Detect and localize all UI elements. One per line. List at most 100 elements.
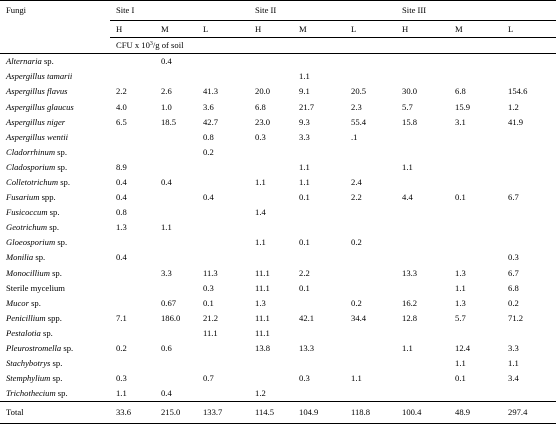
cfu-value: [197, 250, 249, 265]
cfu-value: [293, 145, 345, 160]
total-value: 215.0: [155, 401, 197, 425]
table-row: Trichothecium sp. 1.1 0.4 1.2: [0, 386, 556, 402]
cfu-value: [345, 205, 396, 220]
cfu-value: 1.2: [255, 388, 266, 399]
cfu-value: [293, 205, 345, 220]
cfu-value: 6.7: [508, 192, 519, 203]
cfu-value: [155, 190, 197, 205]
cfu-value: [155, 69, 197, 84]
cfu-value: [249, 190, 293, 205]
cfu-value: 15.9: [455, 101, 471, 112]
total-value: 114.5: [249, 401, 294, 425]
level-l-site1: L: [197, 20, 250, 38]
fungus-name: Penicillium spp.: [6, 312, 62, 323]
cfu-value: [249, 145, 293, 160]
unit-label: CFU x 103/g of soil: [110, 37, 556, 54]
cfu-value: [249, 54, 293, 70]
cfu-value: [293, 54, 345, 70]
fungus-name: Mucor sp.: [6, 297, 41, 308]
cfu-value: 6.8: [455, 86, 466, 97]
cfu-value: [396, 54, 449, 70]
cfu-value: [449, 386, 502, 402]
cfu-value: 0.7: [203, 373, 214, 384]
cfu-value: [197, 205, 249, 220]
cfu-value: 0.2: [203, 146, 214, 157]
table-row: Colletotrichum sp. 0.4 0.4 1.1 1.1 2.4: [0, 175, 556, 190]
table-row: Monilia sp. 0.4 0.3: [0, 250, 556, 265]
cfu-value: [345, 250, 396, 265]
total-value: 100.4: [396, 401, 450, 425]
cfu-value: 3.4: [508, 373, 519, 384]
cfu-value: 20.0: [255, 86, 271, 97]
cfu-value: [396, 145, 449, 160]
table-row: Stachybotrys sp. 1.1 1.1: [0, 356, 556, 371]
cfu-value: 0.1: [299, 282, 310, 293]
cfu-value: [449, 54, 502, 70]
cfu-value: 1.1: [116, 388, 127, 399]
cfu-value: 1.1: [455, 358, 466, 369]
cfu-value: 0.3: [299, 373, 310, 384]
cfu-value: [197, 175, 249, 190]
site-header-1: Site I: [110, 0, 250, 21]
fungus-name: Monilia sp.: [6, 252, 46, 263]
cfu-value: [502, 69, 556, 84]
cfu-value: 1.1: [351, 373, 362, 384]
cfu-value: 0.8: [203, 131, 214, 142]
cfu-value: [155, 371, 197, 386]
total-value: 104.9: [293, 401, 346, 425]
fungus-name: Pestalotia sp.: [6, 327, 53, 338]
cfu-value: [155, 250, 197, 265]
cfu-value: 1.1: [402, 343, 413, 354]
cfu-value: [449, 220, 502, 235]
table-row: Pestalotia sp. 11.1 11.1: [0, 326, 556, 341]
cfu-value: [293, 296, 345, 311]
fungus-name: Gloeosporium sp.: [6, 237, 68, 248]
fungus-name: Aspergillus niger: [6, 116, 66, 127]
cfu-value: 6.8: [508, 282, 519, 293]
cfu-value: [396, 175, 449, 190]
cfu-value: 2.2: [351, 192, 362, 203]
fungus-name: Colletotrichum sp.: [6, 177, 70, 187]
cfu-value: 71.2: [508, 312, 524, 323]
cfu-value: 5.7: [402, 101, 413, 112]
cfu-value: [396, 250, 449, 265]
cfu-value: [502, 129, 556, 144]
cfu-value: [293, 220, 345, 235]
cfu-value: 8.9: [116, 161, 127, 172]
cfu-value: 4.4: [402, 192, 413, 203]
cfu-value: 0.6: [161, 343, 172, 354]
cfu-value: 0.4: [161, 388, 172, 399]
cfu-value: [396, 235, 449, 250]
total-label: Total: [0, 401, 110, 425]
cfu-value: 1.4: [255, 207, 266, 218]
cfu-value: 0.3: [508, 252, 519, 263]
cfu-value: [155, 356, 197, 371]
cfu-value: 23.0: [255, 116, 271, 127]
cfu-value: [110, 265, 155, 280]
cfu-value: [110, 356, 155, 371]
cfu-value: 0.3: [116, 373, 127, 384]
cfu-value: [396, 220, 449, 235]
cfu-value: [502, 160, 556, 175]
fungus-name: Geotrichum sp.: [6, 222, 60, 233]
cfu-value: 1.3: [116, 222, 127, 233]
cfu-value: 16.2: [402, 297, 418, 308]
cfu-value: 0.3: [255, 131, 266, 142]
cfu-value: 18.5: [161, 116, 177, 127]
cfu-value: [197, 160, 249, 175]
fungi-header: Fungi: [0, 0, 110, 21]
fungus-name: Cladosporium sp.: [6, 161, 68, 172]
cfu-value: [155, 205, 197, 220]
cfu-value: [449, 175, 502, 190]
cfu-value: 11.1: [255, 282, 270, 293]
cfu-value: [345, 386, 396, 402]
cfu-value: 1.1: [161, 222, 172, 233]
fungus-name: Stachybotrys sp.: [6, 358, 63, 369]
cfu-value: [110, 296, 155, 311]
cfu-value: 55.4: [351, 116, 367, 127]
cfu-value: [345, 145, 396, 160]
table-row: Cladorrhinum sp. 0.2: [0, 145, 556, 160]
level-m-site3: M: [449, 20, 503, 38]
cfu-value: 12.8: [402, 312, 418, 323]
